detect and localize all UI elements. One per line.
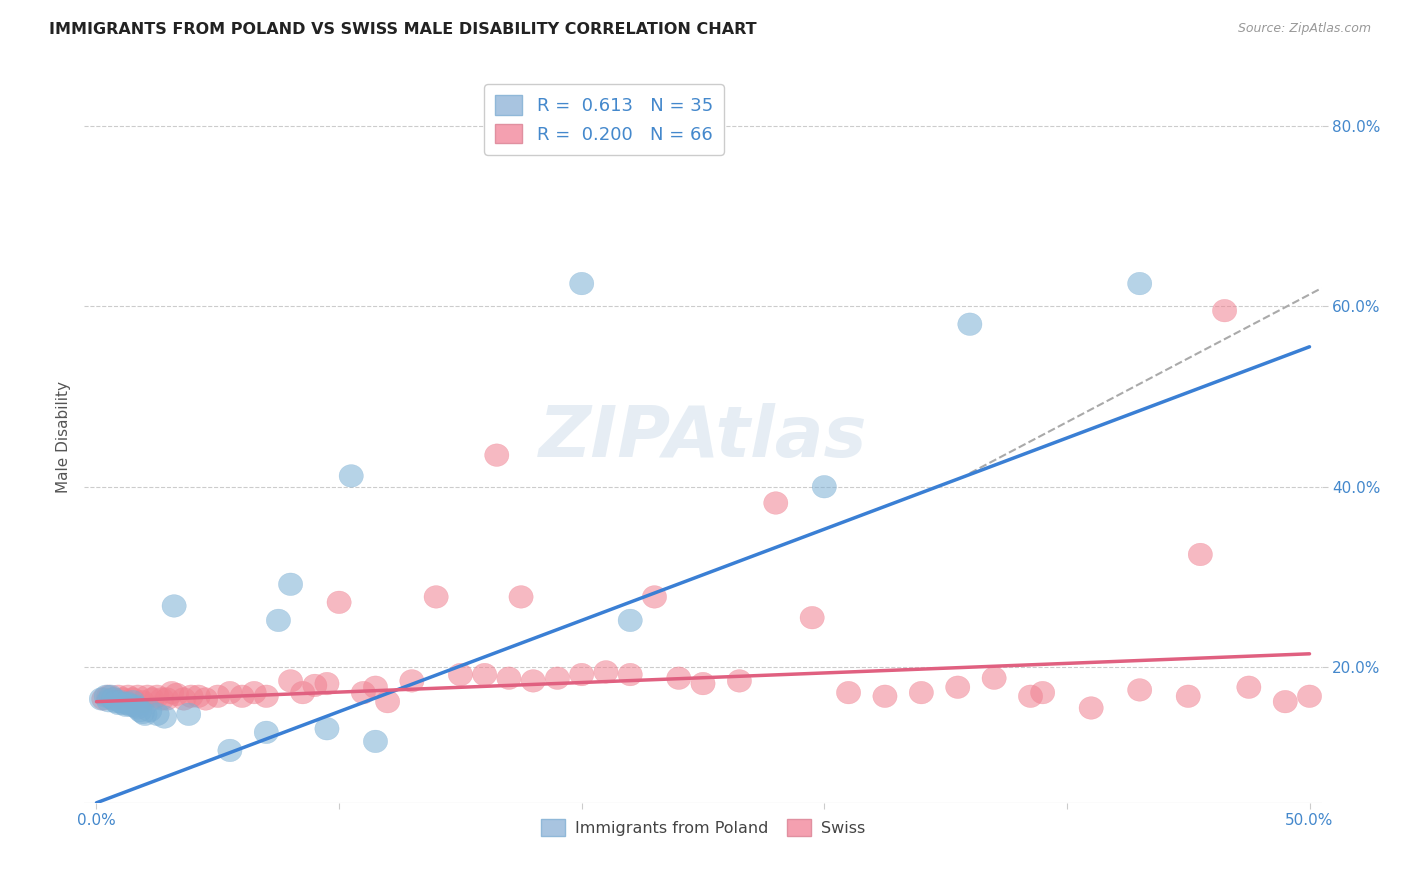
Text: Source: ZipAtlas.com: Source: ZipAtlas.com bbox=[1237, 22, 1371, 36]
Text: IMMIGRANTS FROM POLAND VS SWISS MALE DISABILITY CORRELATION CHART: IMMIGRANTS FROM POLAND VS SWISS MALE DIS… bbox=[49, 22, 756, 37]
Y-axis label: Male Disability: Male Disability bbox=[56, 381, 72, 493]
Text: ZIPAtlas: ZIPAtlas bbox=[538, 402, 868, 472]
Legend: Immigrants from Poland, Swiss: Immigrants from Poland, Swiss bbox=[534, 813, 872, 842]
